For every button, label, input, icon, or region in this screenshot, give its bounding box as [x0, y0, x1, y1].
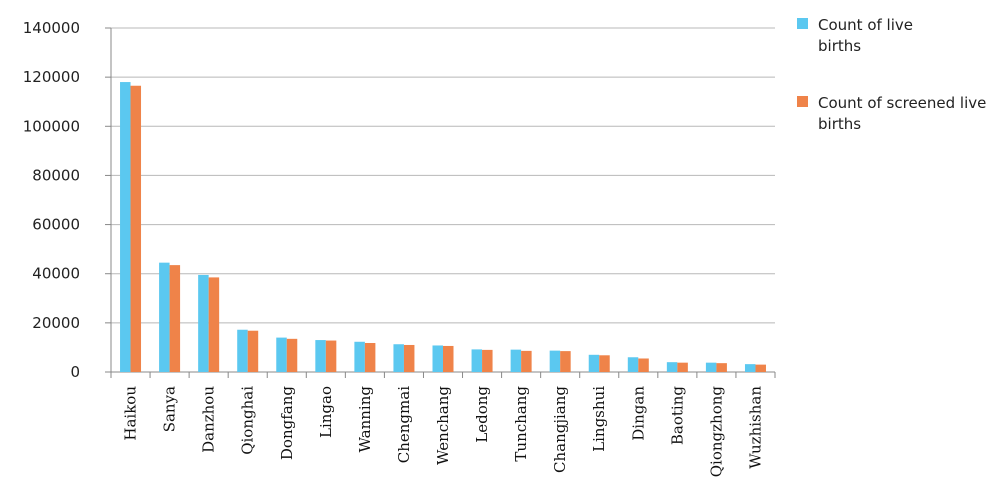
- bar-live-births: [705, 362, 717, 372]
- x-tick-label: Baoting: [668, 386, 686, 445]
- bar-live-births: [588, 354, 600, 372]
- bar-live-births: [432, 345, 443, 372]
- x-tick-label: Dongfang: [278, 386, 296, 460]
- bar-screened-live-births: [169, 265, 181, 372]
- x-tick-label: Wuzhishan: [746, 386, 764, 469]
- bar-live-births: [744, 364, 756, 372]
- legend-label: Count of screened live: [818, 94, 986, 112]
- legend-label: births: [818, 115, 861, 133]
- bar-live-births: [159, 262, 170, 372]
- y-tick-label: 0: [70, 363, 80, 381]
- x-tick-label: Lingshui: [590, 386, 608, 452]
- bar-screened-live-births: [482, 349, 493, 372]
- x-tick-label: Sanya: [161, 386, 179, 432]
- bar-screened-live-births: [443, 345, 454, 372]
- y-tick-label: 20000: [32, 314, 80, 332]
- bar-live-births: [120, 82, 131, 373]
- y-tick-label: 60000: [32, 216, 80, 234]
- bar-screened-live-births: [364, 343, 376, 372]
- bar-screened-live-births: [247, 330, 259, 372]
- bar-screened-live-births: [521, 350, 532, 372]
- bar-screened-live-births: [560, 351, 571, 372]
- bar-live-births: [549, 350, 561, 372]
- bar-live-births: [354, 341, 365, 372]
- y-tick-label: 140000: [23, 19, 80, 37]
- x-tick-label: Danzhou: [200, 386, 218, 453]
- bar-live-births: [471, 349, 483, 372]
- bar-live-births: [510, 349, 522, 372]
- x-tick-label: Tunchang: [512, 386, 530, 462]
- bar-live-births: [315, 340, 326, 372]
- legend-swatch-live-births: [797, 18, 808, 29]
- bar-live-births: [666, 362, 678, 372]
- y-tick-label: 120000: [23, 68, 80, 86]
- x-tick-label: Qionghai: [239, 386, 257, 455]
- x-tick-label: Dingan: [629, 386, 647, 441]
- x-tick-label: Wanning: [356, 386, 374, 453]
- bar-live-births: [237, 329, 248, 372]
- bar-screened-live-births: [325, 340, 337, 372]
- gridlines: [111, 27, 775, 324]
- bar-live-births: [276, 337, 287, 372]
- x-tick-label: Haikou: [122, 386, 140, 441]
- y-tick-label: 100000: [23, 117, 80, 135]
- x-tick-label: Changjiang: [551, 386, 569, 473]
- x-tick-label: Ledong: [473, 386, 491, 443]
- bar-screened-live-births: [716, 363, 727, 372]
- x-tick-label: Wenchang: [434, 386, 452, 465]
- bar-screened-live-births: [286, 338, 298, 372]
- y-tick-label: 80000: [32, 166, 80, 184]
- bar-screened-live-births: [677, 362, 688, 372]
- legend: Count of live births Count of screened liv…: [797, 16, 986, 133]
- bar-screened-live-births: [130, 85, 142, 372]
- x-tick-label: Chengmai: [395, 386, 413, 463]
- bar-screened-live-births: [755, 364, 766, 372]
- tick-labels: 0 20000 40000 60000 80000 100000 120000 140000 H…: [23, 19, 765, 477]
- legend-swatch-screened-live-births: [797, 96, 808, 107]
- legend-label: births: [818, 37, 861, 55]
- y-tick-label: 40000: [32, 265, 80, 283]
- bar-screened-live-births: [638, 358, 649, 372]
- bar-live-births: [627, 357, 639, 372]
- bar-screened-live-births: [208, 277, 220, 372]
- x-tick-label: Lingao: [317, 386, 335, 438]
- bars: [120, 82, 766, 373]
- bar-live-births: [393, 344, 404, 372]
- bar-screened-live-births: [599, 355, 610, 372]
- bar-screened-live-births: [403, 344, 415, 372]
- legend-label: Count of live: [818, 16, 913, 34]
- x-tick-label: Qiongzhong: [707, 386, 725, 478]
- bar-live-births: [198, 274, 209, 372]
